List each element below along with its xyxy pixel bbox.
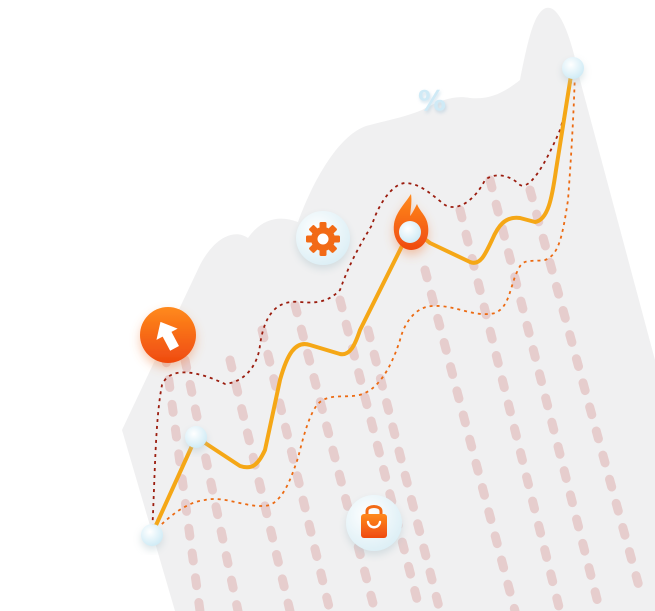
dashed-stripe: [157, 325, 205, 611]
gear-icon: [306, 222, 340, 256]
upper-band-line: [151, 67, 574, 535]
dashed-stripe: [420, 265, 520, 611]
arrow-up-badge: [140, 307, 196, 363]
gear-badge: [296, 211, 350, 265]
data-node: [562, 57, 584, 79]
dashed-stripe: [455, 205, 565, 611]
dashed-stripe: [485, 175, 605, 611]
dashed-stripes: [157, 175, 645, 611]
dashed-stripe: [363, 325, 445, 611]
dashed-stripe: [290, 300, 380, 611]
data-node: [141, 524, 163, 546]
dashed-stripe: [335, 295, 425, 611]
percent-icon: %: [418, 84, 447, 117]
dashed-stripe: [525, 185, 645, 595]
shopping-bag-badge: [346, 495, 402, 551]
dashed-stripe: [225, 355, 295, 611]
dashed-stripe: [257, 325, 335, 611]
dashed-stripe: [180, 355, 243, 611]
shopping-bag-icon: [361, 505, 387, 538]
flame-badge: [393, 194, 429, 250]
data-node: [185, 426, 207, 448]
arrow-up-icon: [156, 321, 179, 351]
